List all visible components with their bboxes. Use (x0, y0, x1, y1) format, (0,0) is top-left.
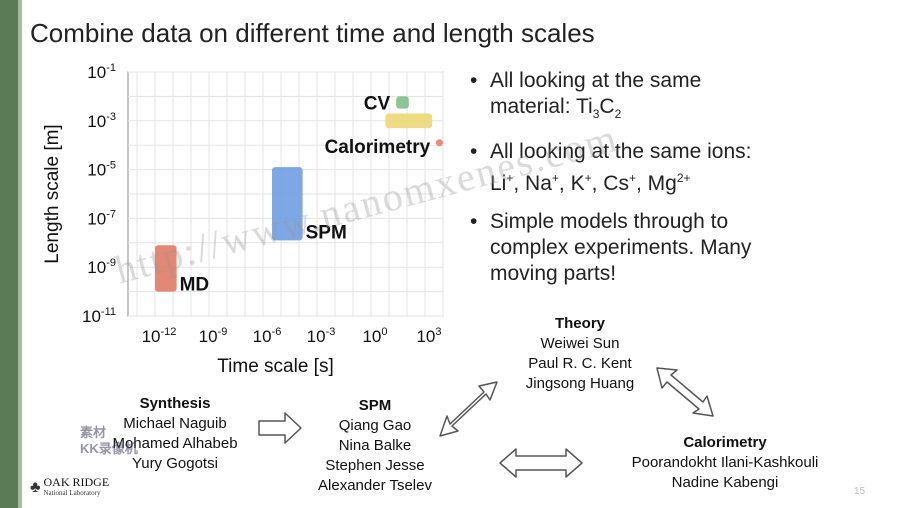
bullet-ions: • All looking at the same ions: Li+, Na+… (470, 139, 770, 197)
bullet-ions-text: All looking at the same ions: Li+, Na+, … (490, 140, 752, 196)
slide-left-bar (0, 0, 18, 508)
group-synthesis: Synthesis Michael Naguib Mohamed Alhabeb… (100, 394, 250, 474)
group-member: Paul R. C. Kent (528, 355, 632, 372)
group-calorimetry-heading: Calorimetry (683, 434, 767, 451)
group-member: Michael Naguib (123, 415, 227, 432)
bullet-dot: • (470, 140, 478, 164)
group-member: Poorandokht Ilani-Kashkouli (631, 454, 819, 471)
group-member: Alexander Tselev (318, 477, 432, 494)
group-member: Weiwei Sun (540, 335, 620, 352)
oak-ridge-logo: ♣ OAK RIDGE National Laboratory (30, 475, 110, 499)
group-calorimetry: Calorimetry Poorandokht Ilani-Kashkouli … (610, 433, 840, 493)
logo-name: OAK RIDGE National Laboratory (43, 475, 110, 497)
group-member: Mohamed Alhabeb (112, 435, 238, 452)
group-synthesis-heading: Synthesis (139, 395, 211, 412)
group-spm-heading: SPM (358, 397, 392, 414)
bullet-models-text: Simple models through to complex experim… (490, 210, 752, 286)
bullet-list: • All looking at the same material: Ti3C… (470, 68, 770, 299)
bullet-models: • Simple models through to complex exper… (470, 209, 770, 287)
diagonal-double-arrow-icon (439, 381, 498, 437)
bullet-material-text: All looking at the same material: Ti3C2 (490, 69, 702, 122)
tree-icon: ♣ (30, 479, 41, 496)
bullet-dot: • (470, 69, 478, 92)
bullet-material: • All looking at the same material: Ti3C… (470, 68, 770, 127)
group-member: Jingsong Huang (525, 375, 635, 392)
group-member: Nina Balke (338, 437, 412, 454)
group-spm: SPM Qiang Gao Nina Balke Stephen Jesse A… (300, 396, 450, 496)
group-member: Qiang Gao (338, 417, 412, 434)
group-theory-heading: Theory (554, 315, 605, 332)
group-member: Nadine Kabengi (671, 474, 779, 491)
slide-left-bar-accent (18, 0, 22, 508)
bullet-dot: • (470, 210, 478, 234)
diagonal-double-arrow-icon (656, 367, 714, 417)
slide-title: Combine data on different time and lengt… (30, 18, 595, 48)
group-member: Stephen Jesse (325, 457, 425, 474)
page-number: 15 (854, 486, 866, 497)
double-arrow-icon (499, 448, 583, 478)
right-arrow-icon (258, 412, 302, 444)
group-theory: Theory Weiwei Sun Paul R. C. Kent Jingso… (500, 314, 660, 394)
recorder-watermark: 素材 KK录像机 (80, 425, 138, 456)
group-member: Yury Gogotsi (132, 455, 218, 472)
